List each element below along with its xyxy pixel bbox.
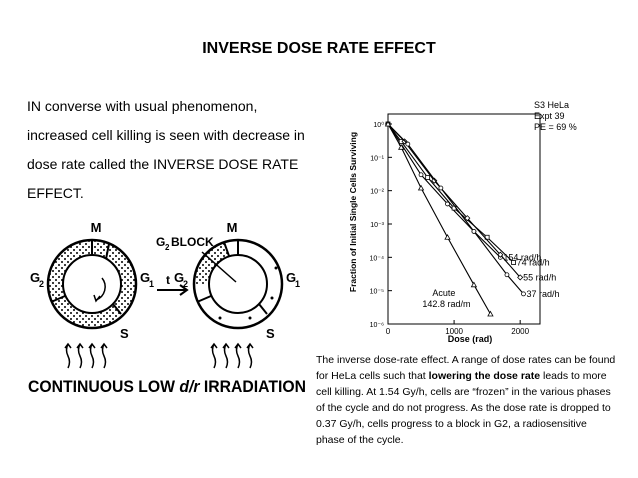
radiation-arrows — [64, 342, 254, 369]
chart-legend-line-1: S3 HeLa — [534, 100, 569, 110]
chart-data-point — [438, 185, 444, 191]
caption-text-1: The inverse dose-rate effect. A range of… — [316, 354, 616, 382]
chart-data-point — [470, 281, 478, 288]
figure-caption: The inverse dose-rate effect. A range of… — [316, 352, 616, 448]
chart-y-tick-label: 10⁻⁶ — [370, 322, 384, 329]
chart-data-point — [521, 291, 526, 297]
body-line-2: increased cell killing is seen with decr… — [27, 127, 305, 143]
chart-y-tick-label: 10⁰ — [373, 121, 384, 129]
left-label-s: S — [120, 326, 129, 341]
chart-data-point — [405, 141, 411, 147]
chart-series-line — [387, 123, 514, 263]
chart-data-point — [398, 143, 405, 150]
chart-x-tick-label: 2000 — [511, 327, 529, 336]
body-line-1: IN converse with usual phenomenon, — [27, 98, 258, 114]
chart-y-tick-label: 10⁻⁴ — [370, 255, 385, 262]
right-label-g2: G — [174, 270, 184, 285]
irradiation-banner: CONTINUOUS LOW d/r IRRADIATION — [28, 377, 306, 396]
chart-data-point — [445, 201, 450, 207]
chart-x-tick-label: 1000 — [445, 327, 463, 336]
chart-legend-line-2: Expt 39 — [534, 111, 565, 121]
chart-data-point — [384, 120, 392, 127]
chart-data-point — [497, 251, 504, 258]
left-label-g1: G — [140, 270, 150, 285]
block-label-word: BLOCK — [171, 235, 214, 249]
cell-cycle-figure: M G 2 G 1 S t M G 2 BLOCK G 2 G 1 S — [28, 220, 306, 396]
body-text: IN converse with usual phenomenon, incre… — [27, 92, 327, 208]
chart-data-point — [464, 215, 471, 222]
transition-arrow: t — [157, 273, 189, 296]
chart-series-label: 55 rad/h — [523, 272, 556, 282]
right-label-g1-sub: 1 — [295, 279, 300, 289]
slide-title: INVERSE DOSE RATE EFFECT — [202, 40, 436, 57]
left-label-g2: G — [30, 270, 40, 285]
right-cycle-diagram: M G 2 BLOCK G 2 G 1 S — [156, 220, 300, 341]
chart-series-line — [387, 123, 491, 315]
caption-text-2: leads to more cell killing. At 1.54 Gy/h… — [316, 370, 611, 446]
chart-series-label: 142.8 rad/m — [422, 299, 470, 309]
chart-y-tick-label: 10⁻² — [370, 189, 384, 196]
block-label: G — [156, 235, 165, 249]
chart-data-point — [517, 274, 524, 281]
left-cycle-diagram: M G 2 G 1 S — [30, 220, 154, 341]
right-label-g2-sub: 2 — [183, 279, 188, 289]
chart-data-point — [417, 184, 425, 191]
chart-legend: S3 HeLa Expt 39 PE = 69 % — [534, 100, 577, 132]
left-label-m: M — [91, 220, 102, 235]
chart-data-point — [487, 310, 494, 317]
chart-series-label: 74 rad/h — [517, 257, 550, 267]
chart-x-axis-label: Dose (rad) — [448, 334, 493, 344]
chart-data-point — [511, 260, 516, 265]
chart-legend-line-3: PE = 69 % — [534, 122, 577, 132]
chart-series-line — [387, 123, 524, 295]
chart-data-point — [471, 228, 477, 234]
chart-y-tick-label: 10⁻³ — [370, 222, 384, 229]
chart-data-point — [425, 175, 431, 180]
chart-series-label: Acute — [432, 288, 455, 298]
chart-series: 154 rad/h74 rad/h 55 rad/h 37 rad/h Acute14… — [384, 120, 560, 317]
right-label-g1: G — [286, 270, 296, 285]
chart-data-point — [418, 172, 424, 178]
left-label-g2-sub: 2 — [39, 279, 44, 289]
right-label-s: S — [266, 326, 275, 341]
chart-y-axis-label: Fraction of Initial Single Cells Survivi… — [348, 132, 358, 292]
block-label-sub: 2 — [165, 243, 170, 252]
chart-y-tick-label: 10⁻⁵ — [370, 289, 384, 296]
chart-data-point — [431, 177, 438, 184]
survival-chart: Fraction of Initial Single Cells Survivi… — [342, 92, 596, 348]
chart-y-tick-label: 10⁻¹ — [370, 155, 384, 162]
left-label-g1-sub: 1 — [149, 279, 154, 289]
body-line-4: EFFECT. — [27, 185, 84, 201]
caption-bold: lowering the dose rate — [428, 370, 541, 382]
chart-x-tick-label: 0 — [386, 327, 391, 336]
chart-data-point — [444, 233, 451, 240]
block-pointer — [201, 251, 237, 283]
chart-series-label: 154 rad/h — [503, 252, 541, 262]
time-label: t — [166, 273, 170, 287]
body-line-3: dose rate called the INVERSE DOSE RATE — [27, 156, 299, 172]
right-label-m: M — [227, 220, 238, 235]
chart-axes: 10⁰ 10⁻¹ 10⁻² 10⁻³ 10⁻⁴ 10⁻⁵ 10⁻⁶0 1000 2000 — [370, 113, 541, 336]
chart-data-point — [504, 272, 510, 278]
chart-series-label: 37 rad/h — [526, 289, 559, 299]
chart-plot-frame — [387, 113, 541, 325]
